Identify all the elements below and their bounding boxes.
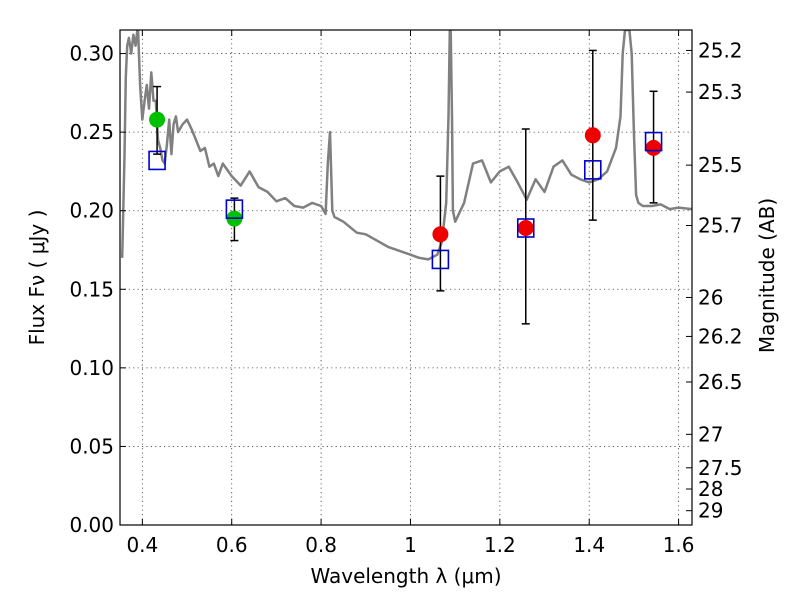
right-tick-label: 25.5	[698, 153, 743, 177]
photometry-point	[517, 220, 534, 236]
right-axis-title: Magnitude (AB)	[755, 198, 779, 353]
right-tick-label: 26.2	[698, 324, 743, 348]
right-tick-label: 25.7	[698, 213, 743, 237]
x-tick-label: 0.4	[126, 533, 158, 557]
right-tick-label: 27.5	[698, 456, 743, 480]
x-axis-title: Wavelength λ (μm)	[310, 564, 501, 588]
right-tick-label: 26.5	[698, 370, 743, 394]
x-tick-label: 0.8	[305, 533, 337, 557]
model-flux-square	[148, 150, 166, 171]
model-flux-square	[583, 160, 602, 180]
model-flux-square	[225, 199, 244, 219]
photometry-point	[584, 127, 601, 144]
x-tick-label: 1.4	[573, 533, 605, 557]
y-tick-label: 0.30	[69, 42, 114, 66]
photometry-point	[149, 111, 166, 128]
y-tick-label: 0.15	[69, 277, 114, 301]
right-tick-label: 28	[698, 477, 723, 501]
x-tick-label: 1	[404, 533, 417, 557]
y-tick-label: 0.00	[69, 513, 114, 537]
axes-frame	[119, 29, 693, 526]
y-tick-label: 0.05	[69, 434, 114, 458]
x-tick-label: 0.6	[216, 533, 248, 557]
right-tick-label: 25.2	[698, 38, 743, 62]
y-tick-label: 0.10	[69, 356, 114, 380]
grid-layer	[120, 30, 692, 526]
model-flux-square	[431, 249, 450, 270]
right-tick-label: 29	[698, 499, 723, 523]
model-flux-square	[644, 131, 663, 152]
photometry-point	[645, 139, 662, 156]
right-tick-label: 27	[698, 422, 723, 446]
right-tick-label: 25.3	[698, 80, 743, 104]
photometry-point	[432, 226, 449, 243]
tick-layer: 0.4 0.6 0.8 1 1.2 1.4 1.6 0.00 0.05 0.10 0.15 0.20 0…	[69, 30, 743, 557]
model-flux-square	[516, 218, 535, 238]
right-tick-label: 26	[698, 285, 723, 309]
x-tick-label: 1.2	[484, 533, 516, 557]
plot-area	[120, 30, 692, 325]
y-axis-title: Flux Fν ( μJy )	[25, 210, 49, 346]
x-tick-label: 1.6	[663, 533, 695, 557]
y-tick-label: 0.20	[69, 199, 114, 223]
model-spectrum-line	[120, 30, 692, 261]
y-tick-label: 0.25	[69, 120, 114, 144]
